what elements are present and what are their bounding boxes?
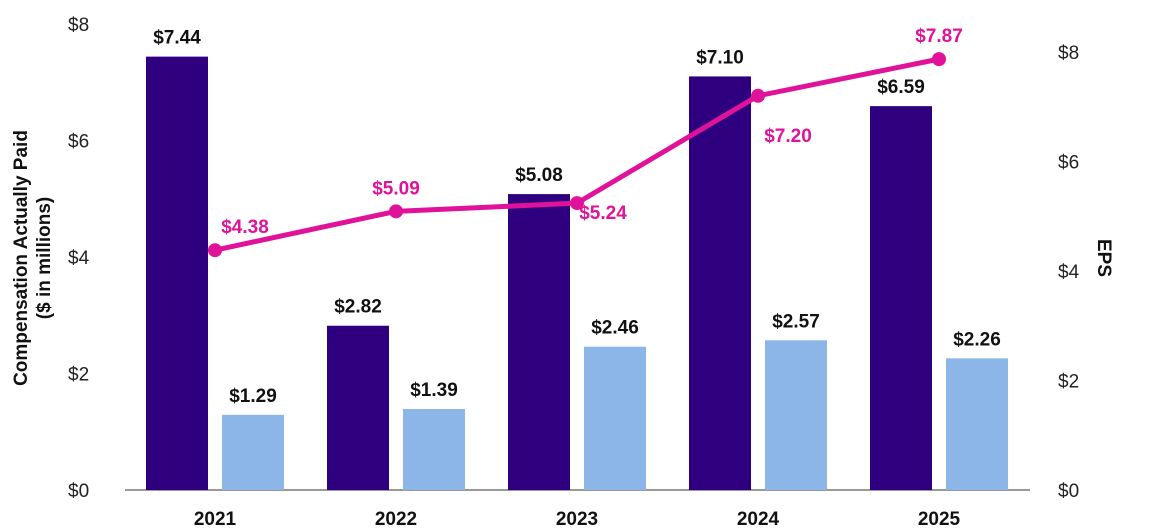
right-tick-label: $4	[1058, 262, 1080, 283]
bar-dark-2021	[146, 56, 208, 491]
bar-light-2024	[765, 340, 827, 490]
right-tick-label: $0	[1058, 481, 1079, 502]
bar-light-label-2022: $1.39	[410, 380, 458, 401]
eps-label-2023: $5.24	[579, 203, 627, 224]
eps-line	[212, 56, 942, 253]
bar-dark-label-2023: $5.08	[515, 165, 563, 186]
eps-label-2021: $4.38	[221, 217, 269, 238]
eps-label-2025: $7.87	[915, 26, 963, 47]
bar-light-label-2023: $2.46	[591, 318, 639, 339]
bar-dark-2022	[327, 325, 389, 490]
bar-dark-label-2021: $7.44	[153, 28, 201, 49]
left-tick-label: $8	[68, 15, 89, 36]
bar-dark-label-2025: $6.59	[877, 77, 925, 98]
eps-point-2021	[208, 243, 222, 258]
left-tick-label: $0	[68, 481, 89, 502]
right-tick-label: $2	[1058, 372, 1079, 393]
right-tick-label: $8	[1058, 43, 1079, 64]
bar-light-2021	[222, 414, 284, 490]
bar-light-2022	[403, 409, 465, 490]
right-tick-label: $6	[1058, 153, 1079, 174]
bar-dark-2024	[689, 76, 751, 491]
eps-point-2025	[932, 52, 946, 67]
eps-point-2023	[570, 196, 584, 211]
bars	[146, 56, 1008, 491]
left-tick-label: $4	[68, 248, 90, 269]
bar-light-2025	[946, 358, 1008, 490]
category-label-2021: 2021	[194, 509, 237, 528]
bar-light-2023	[584, 346, 646, 490]
category-label-2024: 2024	[737, 509, 780, 528]
eps-point-2022	[389, 204, 403, 219]
x-axis-categories: 2021 2022 2023 2024 2025	[194, 509, 961, 528]
eps-label-2024: $7.20	[764, 126, 812, 147]
bar-light-label-2024: $2.57	[772, 311, 820, 332]
right-axis-ticks: $0 $2 $4 $6 $8	[1058, 43, 1080, 502]
bar-dark-label-2024: $7.10	[696, 47, 744, 68]
y2-axis-title: EPS	[1093, 239, 1114, 277]
bar-dark-label-2022: $2.82	[334, 297, 382, 318]
left-axis-ticks: $0 $2 $4 $6 $8	[68, 15, 90, 502]
left-tick-label: $6	[68, 132, 89, 153]
eps-line-group	[208, 52, 946, 258]
bar-light-label-2021: $1.29	[229, 386, 277, 407]
category-label-2023: 2023	[556, 509, 598, 528]
category-label-2022: 2022	[375, 509, 417, 528]
eps-point-2024	[751, 88, 765, 103]
data-labels: $7.44 $1.29 $2.82 $1.39 $5.08 $2.46 $7.10 $2.57…	[153, 26, 1001, 407]
y-axis-title-line1: Compensation Actually Paid	[11, 130, 32, 386]
y-axis-title-line2: ($ in millions)	[34, 197, 55, 319]
eps-label-2022: $5.09	[372, 178, 420, 199]
bar-light-label-2025: $2.26	[953, 329, 1001, 350]
category-label-2025: 2025	[918, 509, 961, 528]
left-tick-label: $2	[68, 365, 89, 386]
bar-dark-2023	[508, 194, 570, 490]
bar-dark-2025	[870, 106, 932, 490]
